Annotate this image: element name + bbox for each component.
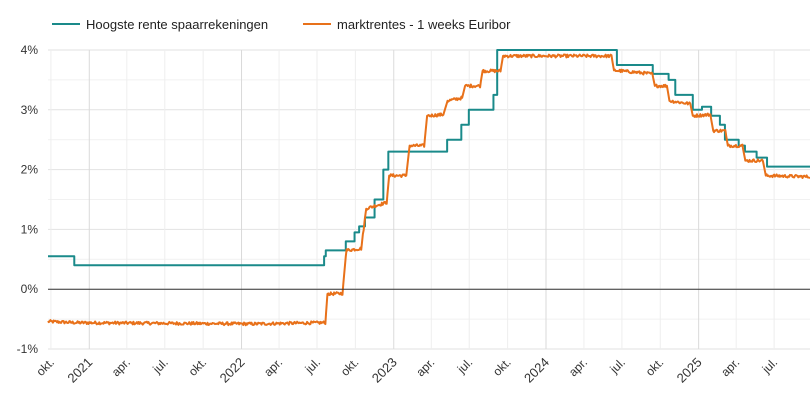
series-line-2 bbox=[47, 53, 810, 327]
legend-item[interactable]: marktrentes - 1 weeks Euribor bbox=[303, 17, 511, 32]
x-tick-label: okt. bbox=[643, 355, 667, 379]
x-tick-label: jul. bbox=[302, 355, 323, 376]
y-tick-label: 3% bbox=[21, 103, 39, 117]
grid-lines bbox=[48, 49, 810, 350]
y-tick-label: 1% bbox=[21, 222, 39, 236]
x-tick-label: jul. bbox=[759, 355, 780, 376]
legend[interactable]: Hoogste rente spaarrekeningen marktrentes… bbox=[52, 17, 511, 32]
series-lines bbox=[47, 49, 810, 327]
x-tick-label-year: 2021 bbox=[64, 355, 95, 386]
x-tick-label-year: 2023 bbox=[369, 355, 400, 386]
x-tick-label: apr. bbox=[718, 355, 742, 379]
x-tick-label-year: 2022 bbox=[217, 355, 248, 386]
legend-label: marktrentes - 1 weeks Euribor bbox=[337, 17, 511, 32]
x-tick-label: okt. bbox=[490, 355, 514, 379]
x-tick-label: apr. bbox=[413, 355, 437, 379]
x-tick-label: jul. bbox=[454, 355, 475, 376]
series-line-1 bbox=[48, 49, 810, 267]
x-tick-label: okt. bbox=[186, 355, 210, 379]
y-tick-label: -1% bbox=[17, 342, 39, 356]
x-tick-label: okt. bbox=[338, 355, 362, 379]
y-tick-label: 4% bbox=[21, 43, 39, 57]
x-tick-label: jul. bbox=[149, 355, 170, 376]
legend-label: Hoogste rente spaarrekeningen bbox=[86, 17, 268, 32]
x-tick-label-year: 2025 bbox=[674, 355, 705, 386]
x-tick-label: apr. bbox=[109, 355, 133, 379]
x-tick-label: apr. bbox=[261, 355, 285, 379]
x-tick-label-year: 2024 bbox=[521, 355, 552, 386]
legend-item[interactable]: Hoogste rente spaarrekeningen bbox=[52, 17, 268, 32]
y-tick-label: 2% bbox=[21, 163, 39, 177]
x-tick-label: apr. bbox=[566, 355, 590, 379]
x-axis-tick-labels: okt. 2021 apr. jul. okt. 2022 apr. jul. okt. 2023… bbox=[33, 355, 780, 386]
y-axis-tick-labels: -1% 0% 1% 2% 3% 4% bbox=[17, 43, 39, 356]
x-tick-label: jul. bbox=[607, 355, 628, 376]
y-tick-label: 0% bbox=[21, 282, 39, 296]
x-tick-label: okt. bbox=[33, 355, 57, 379]
